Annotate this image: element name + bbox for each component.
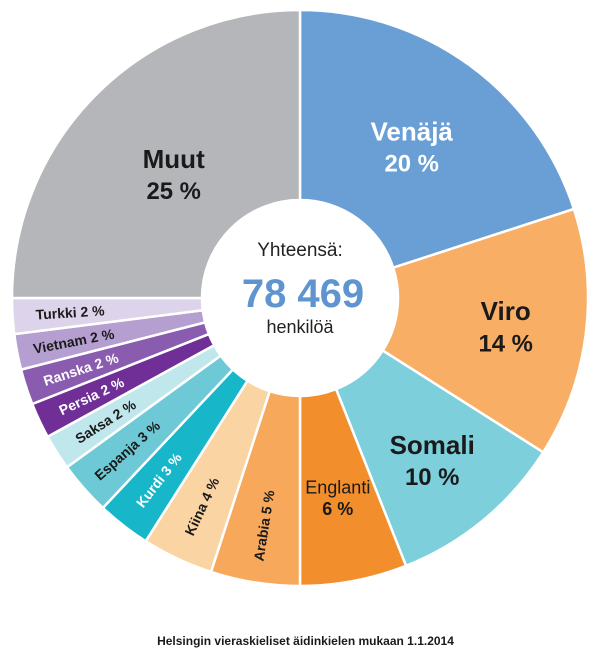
slice-label-turkki-2: Turkki 2 % [35, 302, 105, 322]
slice-value-muut: 25 % [146, 178, 201, 205]
slice-name-somali: Somali [390, 430, 475, 460]
slices-layer [10, 8, 590, 588]
slice-name-englanti: Englanti [305, 477, 370, 497]
slice-name-muut: Muut [143, 144, 205, 174]
slice-value-venaja: 20 % [384, 151, 439, 178]
slice-value-viro: 14 % [478, 330, 533, 357]
center-unit: henkilöä [266, 317, 334, 337]
slice-value-somali: 10 % [405, 464, 460, 491]
slice-label-viro: Viro 14 % [478, 296, 533, 357]
slice-name-viro: Viro [481, 296, 531, 326]
slice-label-muut: Muut 25 % [143, 144, 205, 205]
chart-caption: Helsingin vieraskieliset äidinkielen muk… [157, 634, 454, 648]
center-title: Yhteensä: [257, 240, 343, 261]
slice-label-venaja: Venäjä 20 % [370, 116, 453, 177]
center-hole [202, 200, 398, 396]
slice-name-venaja: Venäjä [370, 116, 453, 146]
slice-label-somali: Somali 10 % [390, 430, 475, 491]
center-value: 78 469 [242, 272, 364, 316]
slice-value-englanti: 6 % [322, 499, 353, 519]
